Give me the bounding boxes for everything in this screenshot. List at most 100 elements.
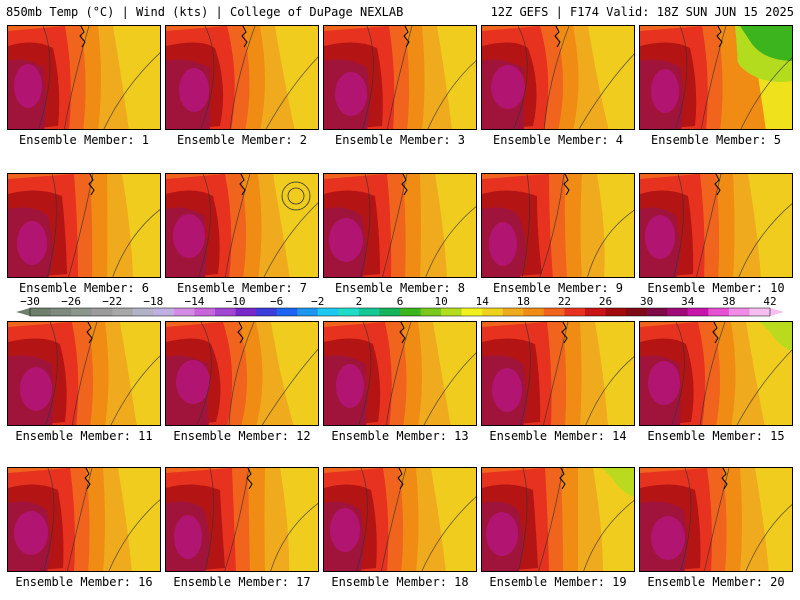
colorbar-segment [50, 308, 72, 316]
colorbar-segment [667, 308, 689, 316]
ensemble-panel: Ensemble Member: 8 [323, 173, 477, 299]
colorbar-segment [379, 308, 401, 316]
map-field [166, 468, 318, 571]
colorbar-tick-label: −14 [185, 295, 205, 308]
map-field [640, 174, 792, 277]
colorbar-segment [605, 308, 627, 316]
temperature-map [7, 467, 161, 572]
ensemble-panel: Ensemble Member: 7 [165, 173, 319, 299]
colorbar-segment [749, 308, 771, 316]
colorbar-tick-label: −18 [143, 295, 163, 308]
colorbar-segment [30, 308, 52, 316]
ensemble-panel: Ensemble Member: 4 [481, 25, 635, 151]
ensemble-panel: Ensemble Member: 5 [639, 25, 793, 151]
colorbar-segment [585, 308, 607, 316]
colorbar-segment [564, 308, 586, 316]
colorbar-segment [194, 308, 216, 316]
member-label: Ensemble Member: 8 [334, 281, 466, 295]
ensemble-panel: Ensemble Member: 15 [639, 321, 793, 447]
colorbar-segment [276, 308, 298, 316]
colorbar-segment [71, 308, 93, 316]
colorbar-segment [461, 308, 483, 316]
map-field [8, 322, 160, 425]
colorbar-tick-label: 22 [558, 295, 571, 308]
member-label: Ensemble Member: 7 [176, 281, 308, 295]
member-label: Ensemble Member: 17 [173, 575, 311, 589]
ensemble-panel: Ensemble Member: 14 [481, 321, 635, 447]
colorbar-left-arrow [16, 308, 30, 316]
colorbar-tick-label: −10 [226, 295, 246, 308]
colorbar-segment [646, 308, 668, 316]
temperature-map [323, 25, 477, 130]
colorbar-segment [358, 308, 380, 316]
member-label: Ensemble Member: 6 [18, 281, 150, 295]
colorbar-segment [687, 308, 709, 316]
map-field [482, 468, 634, 571]
map-field [640, 468, 792, 571]
colorbar-tick-label: 42 [763, 295, 776, 308]
colorbar-tick-label: 30 [640, 295, 653, 308]
colorbar-segment [173, 308, 195, 316]
colorbar-segment [400, 308, 422, 316]
member-label: Ensemble Member: 18 [331, 575, 469, 589]
temperature-map [481, 467, 635, 572]
ensemble-panel: Ensemble Member: 1 [7, 25, 161, 151]
colorbar-segment [91, 308, 113, 316]
temperature-map [165, 173, 319, 278]
colorbar-segment [523, 308, 545, 316]
ensemble-panel: Ensemble Member: 19 [481, 467, 635, 593]
colorbar-segment [215, 308, 237, 316]
ensemble-panel: Ensemble Member: 16 [7, 467, 161, 593]
temperature-map [165, 321, 319, 426]
temperature-map [7, 25, 161, 130]
colorbar-segment [153, 308, 175, 316]
temperature-map [7, 321, 161, 426]
member-label: Ensemble Member: 5 [650, 133, 782, 147]
map-field [166, 322, 318, 425]
member-label: Ensemble Member: 1 [18, 133, 150, 147]
colorbar-segment [543, 308, 565, 316]
ensemble-panel: Ensemble Member: 20 [639, 467, 793, 593]
temperature-colorbar: −30 −26 −22 −18 −14 −10 −6 −2 2 6 10 14 18 22 26 30 34 38… [16, 295, 784, 317]
colorbar-segment [297, 308, 319, 316]
colorbar-tick-label: −6 [270, 295, 283, 308]
member-label: Ensemble Member: 16 [15, 575, 153, 589]
member-label: Ensemble Member: 10 [647, 281, 785, 295]
map-field [8, 26, 160, 129]
member-label: Ensemble Member: 12 [173, 429, 311, 443]
member-label: Ensemble Member: 2 [176, 133, 308, 147]
colorbar-segment [502, 308, 524, 316]
map-field [166, 174, 318, 277]
ensemble-panel: Ensemble Member: 18 [323, 467, 477, 593]
colorbar-segment [338, 308, 360, 316]
colorbar-segment [420, 308, 442, 316]
ensemble-panel: Ensemble Member: 9 [481, 173, 635, 299]
map-field [324, 26, 476, 129]
temperature-map [639, 25, 793, 130]
map-field [324, 322, 476, 425]
colorbar-segment [482, 308, 504, 316]
colorbar-tick-label: 6 [397, 295, 404, 308]
map-field [8, 174, 160, 277]
map-field [324, 174, 476, 277]
temperature-map [323, 173, 477, 278]
member-label: Ensemble Member: 19 [489, 575, 627, 589]
map-field [166, 26, 318, 129]
ensemble-panel: Ensemble Member: 13 [323, 321, 477, 447]
colorbar-tick-label: 18 [517, 295, 530, 308]
member-label: Ensemble Member: 13 [331, 429, 469, 443]
temperature-map [639, 321, 793, 426]
temperature-map [639, 173, 793, 278]
colorbar-tick-label: −30 [20, 295, 40, 308]
temperature-map [323, 321, 477, 426]
map-field [482, 26, 634, 129]
member-label: Ensemble Member: 15 [647, 429, 785, 443]
member-label: Ensemble Member: 14 [489, 429, 627, 443]
temperature-map [639, 467, 793, 572]
member-label: Ensemble Member: 9 [492, 281, 624, 295]
colorbar-tick-label: 26 [599, 295, 612, 308]
colorbar-segment [728, 308, 750, 316]
member-label: Ensemble Member: 20 [647, 575, 785, 589]
colorbar-segment [626, 308, 648, 316]
map-field [482, 322, 634, 425]
